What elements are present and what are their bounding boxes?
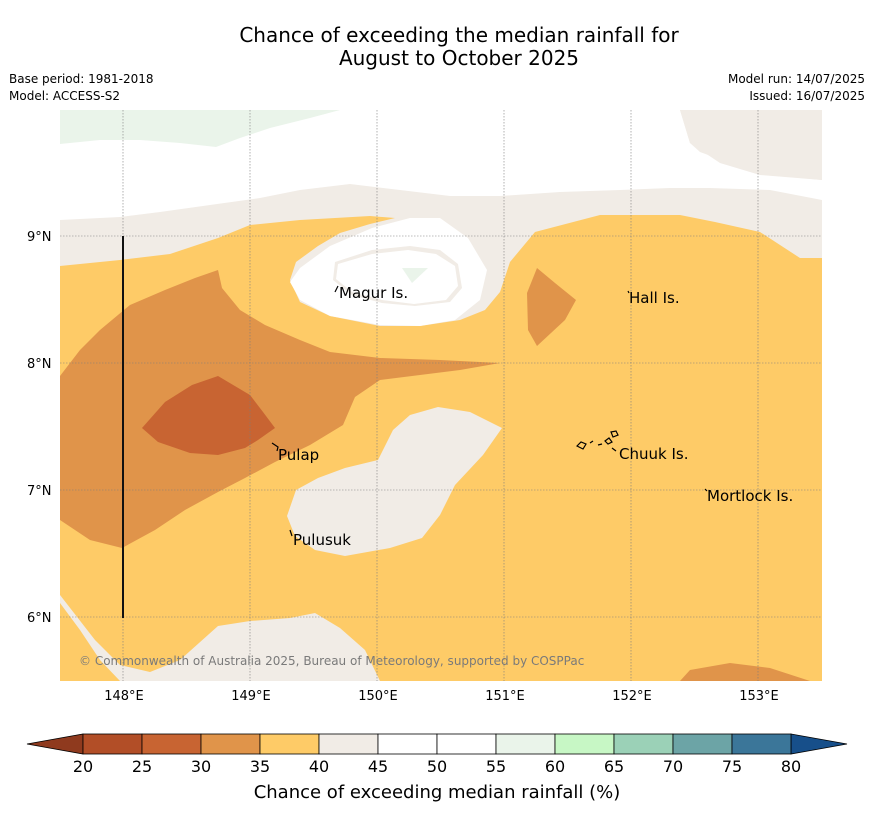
pulap-island-marker bbox=[271, 442, 279, 452]
region-30-35-east bbox=[527, 268, 576, 346]
lat-tick-7: 7°N bbox=[27, 484, 52, 499]
region-30-35-west bbox=[60, 270, 500, 548]
island-markers bbox=[271, 285, 708, 537]
hall-island-marker bbox=[627, 290, 630, 294]
lat-tick-6: 6°N bbox=[27, 611, 52, 626]
region-40-45-northeast bbox=[680, 110, 822, 180]
lon-tick-148: 148°E bbox=[104, 689, 144, 704]
colorbar-over-triangle bbox=[790, 733, 848, 755]
region-45-55-magur-inner bbox=[336, 250, 458, 304]
colorbar-cell bbox=[613, 733, 674, 755]
region-45-55-north bbox=[60, 110, 822, 220]
colorbar-cell bbox=[731, 733, 792, 755]
magur-island-marker bbox=[334, 285, 339, 293]
pulusuk-island-marker bbox=[289, 529, 293, 537]
colorbar-tick-label: 80 bbox=[781, 757, 801, 776]
colorbar-tick-label: 55 bbox=[486, 757, 506, 776]
colorbar: 20 25 30 35 40 45 50 55 60 65 70 75 80 Chance of exc… bbox=[26, 733, 848, 803]
region-40-45-central bbox=[287, 407, 502, 556]
colorbar-label: Chance of exceeding median rainfall (%) bbox=[254, 782, 621, 803]
colorbar-cell bbox=[377, 733, 438, 755]
model-text: Model: ACCESS-S2 bbox=[9, 89, 121, 103]
colorbar-cell bbox=[200, 733, 261, 755]
colorbar-cell bbox=[672, 733, 733, 755]
gridlines bbox=[60, 110, 822, 681]
lon-tick-150: 150°E bbox=[358, 689, 398, 704]
colorbar-cell bbox=[318, 733, 379, 755]
colorbar-tick-label: 25 bbox=[132, 757, 152, 776]
lat-tick-labels: 9°N 8°N 7°N 6°N bbox=[27, 230, 52, 626]
colorbar-cell bbox=[495, 733, 556, 755]
map-title-line-1: Chance of exceeding the median rainfall … bbox=[239, 23, 679, 47]
colorbar-tick-label: 65 bbox=[604, 757, 624, 776]
colorbar-tick-label: 40 bbox=[309, 757, 329, 776]
lon-tick-151: 151°E bbox=[485, 689, 525, 704]
label-hall: Hall Is. bbox=[629, 289, 680, 307]
place-labels: Magur Is. Hall Is. Pulap Chuuk Is. Mortl… bbox=[278, 284, 793, 549]
colorbar-under-triangle bbox=[26, 733, 84, 755]
region-55-60-northwest bbox=[60, 110, 340, 147]
region-55-60-magur bbox=[402, 268, 428, 283]
map-title-line-2: August to October 2025 bbox=[338, 46, 580, 70]
lat-tick-9: 9°N bbox=[27, 230, 52, 245]
label-magur: Magur Is. bbox=[339, 284, 408, 302]
colorbar-tick-label: 60 bbox=[545, 757, 565, 776]
lon-tick-149: 149°E bbox=[231, 689, 271, 704]
region-30-35-southeast bbox=[680, 663, 810, 681]
lon-tick-153: 153°E bbox=[739, 689, 779, 704]
colorbar-tick-label: 70 bbox=[663, 757, 683, 776]
lon-tick-152: 152°E bbox=[612, 689, 652, 704]
colorbar-cell bbox=[554, 733, 615, 755]
colorbar-cell bbox=[82, 733, 143, 755]
label-chuuk: Chuuk Is. bbox=[619, 445, 688, 463]
chuuk-island-marker bbox=[575, 430, 619, 452]
region-25-30 bbox=[142, 376, 275, 455]
model-run-text: Model run: 14/07/2025 bbox=[727, 72, 865, 86]
colorbar-tick-label: 50 bbox=[427, 757, 447, 776]
label-mortlock: Mortlock Is. bbox=[707, 487, 793, 505]
map-panel bbox=[60, 110, 822, 681]
colorbar-tick-label: 75 bbox=[722, 757, 742, 776]
issued-text: Issued: 16/07/2025 bbox=[749, 89, 865, 103]
colorbar-tick-label: 35 bbox=[250, 757, 270, 776]
colorbar-cell bbox=[436, 733, 497, 755]
copyright-text: © Commonwealth of Australia 2025, Bureau… bbox=[79, 654, 584, 668]
colorbar-tick-label: 45 bbox=[368, 757, 388, 776]
colorbar-tick-label: 20 bbox=[73, 757, 93, 776]
label-pulap: Pulap bbox=[278, 446, 319, 464]
colorbar-cell bbox=[259, 733, 320, 755]
mortlock-island-marker bbox=[704, 488, 708, 492]
lat-tick-8: 8°N bbox=[27, 357, 52, 372]
region-40-45-southwest bbox=[60, 595, 380, 681]
label-pulusuk: Pulusuk bbox=[293, 531, 351, 549]
colorbar-tick-label: 30 bbox=[191, 757, 211, 776]
colorbar-cell bbox=[141, 733, 202, 755]
base-period-text: Base period: 1981-2018 bbox=[9, 72, 154, 86]
lon-tick-labels: 148°E 149°E 150°E 151°E 152°E 153°E bbox=[104, 689, 779, 704]
